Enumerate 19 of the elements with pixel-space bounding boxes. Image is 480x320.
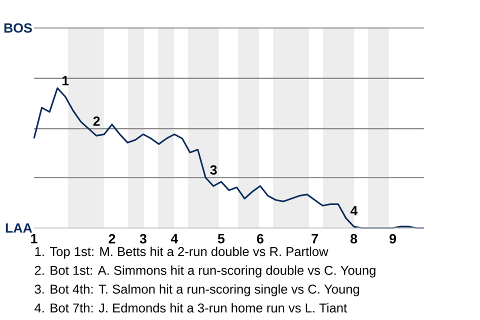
text: BOS (4, 23, 32, 33)
x-tick-label: 7 (312, 234, 318, 244)
x-tick-label: 3 (140, 234, 146, 244)
x-tick-label: 8 (350, 234, 358, 244)
x-tick-label: 9 (390, 234, 396, 244)
x-tick-label: 1 (31, 234, 38, 244)
text: 1 (62, 76, 69, 86)
text: 3. Bot 4th: T. Salmon hit a run-scoring single vs C. Young (34, 284, 360, 296)
text: LAA (6, 223, 32, 233)
text: 1. Top 1st: M. Betts hit a 2-run double vs R. Partlow (35, 246, 328, 259)
x-tick-label: 4 (170, 234, 178, 244)
x-tick-label: 5 (218, 234, 225, 244)
annotation: 4 (350, 206, 358, 216)
text: 4. Bot 7th: J. Edmonds hit a 3-run home run vs L. Tiant (34, 303, 347, 313)
annotation: 3 (210, 165, 217, 175)
annotation: 2 (93, 116, 100, 126)
x-tick-label: 6 (256, 234, 264, 244)
x-tick-label: 2 (108, 234, 116, 244)
text: 2. Bot 1st: A. Simmons hit a run-scoring double vs C. Young (34, 266, 376, 278)
